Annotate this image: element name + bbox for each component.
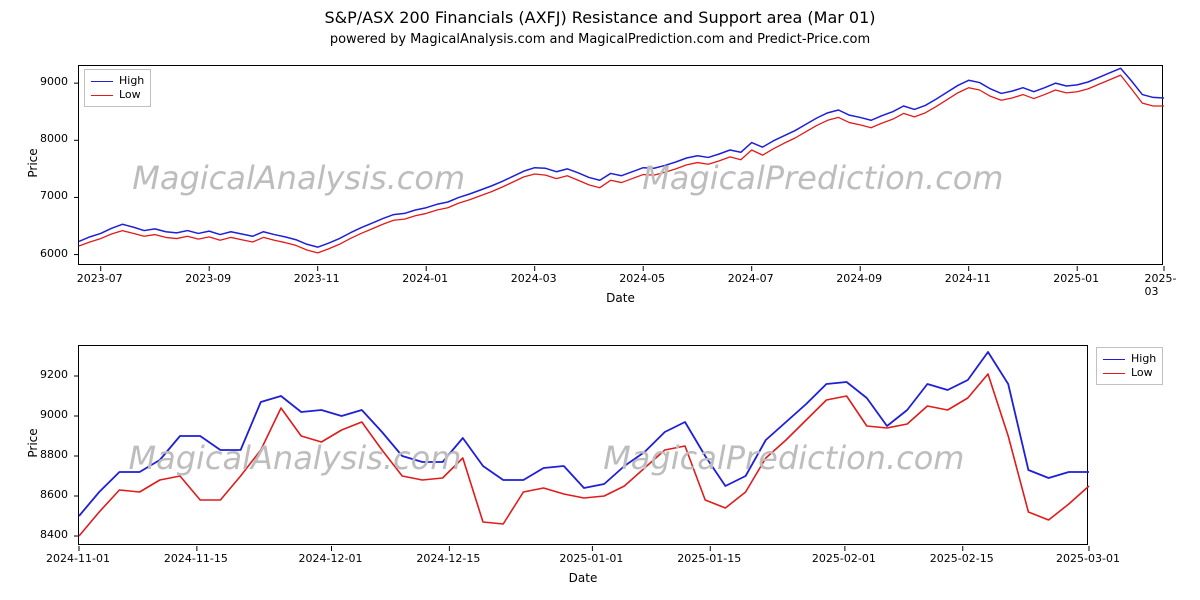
legend-label: High <box>119 74 144 88</box>
legend-swatch <box>1103 359 1125 360</box>
x-tick-label: 2025-01 <box>1053 272 1099 285</box>
x-tick-label: 2024-11 <box>945 272 991 285</box>
top-chart-plot <box>79 66 1164 266</box>
x-tick-label: 2023-07 <box>77 272 123 285</box>
x-tick-label: 2024-11-15 <box>164 552 228 565</box>
legend-entry: High <box>91 74 144 88</box>
legend-entry: High <box>1103 352 1156 366</box>
top-chart-panel <box>78 65 1163 265</box>
legend-swatch <box>91 81 113 82</box>
bottom-chart-panel <box>78 345 1088 545</box>
x-tick-label: 2025-03-01 <box>1056 552 1120 565</box>
legend-label: Low <box>1131 366 1153 380</box>
x-tick-label: 2025-01-01 <box>559 552 623 565</box>
x-tick-label: 2025-02-01 <box>812 552 876 565</box>
legend-label: Low <box>119 88 141 102</box>
legend-swatch <box>1103 373 1125 374</box>
chart-title: S&P/ASX 200 Financials (AXFJ) Resistance… <box>0 8 1200 27</box>
x-tick-label: 2023-09 <box>185 272 231 285</box>
top-chart-xlabel: Date <box>601 291 641 305</box>
legend-entry: Low <box>91 88 144 102</box>
series-line <box>79 68 1164 247</box>
x-tick-label: 2024-05 <box>619 272 665 285</box>
x-tick-label: 2024-11-01 <box>46 552 110 565</box>
legend-entry: Low <box>1103 366 1156 380</box>
x-tick-label: 2024-12-15 <box>416 552 480 565</box>
x-tick-label: 2024-12-01 <box>299 552 363 565</box>
x-tick-label: 2024-07 <box>728 272 774 285</box>
chart-subtitle: powered by MagicalAnalysis.com and Magic… <box>0 32 1200 47</box>
x-tick-label: 2025-03 <box>1145 272 1182 298</box>
bottom-chart-xlabel: Date <box>563 571 603 585</box>
figure: S&P/ASX 200 Financials (AXFJ) Resistance… <box>0 0 1200 600</box>
x-tick-label: 2023-11 <box>294 272 340 285</box>
x-tick-label: 2024-03 <box>511 272 557 285</box>
legend-swatch <box>91 95 113 96</box>
x-tick-label: 2025-01-15 <box>677 552 741 565</box>
bottom-chart-legend: HighLow <box>1096 347 1163 385</box>
top-chart-ylabel: Price <box>26 143 40 183</box>
bottom-chart-ylabel: Price <box>26 423 40 463</box>
x-tick-label: 2024-09 <box>836 272 882 285</box>
series-line <box>79 75 1164 253</box>
bottom-chart-plot <box>79 346 1089 546</box>
series-line <box>79 352 1089 516</box>
series-line <box>79 374 1089 536</box>
legend-label: High <box>1131 352 1156 366</box>
top-chart-legend: HighLow <box>84 69 151 107</box>
x-tick-label: 2024-01 <box>402 272 448 285</box>
x-tick-label: 2025-02-15 <box>930 552 994 565</box>
